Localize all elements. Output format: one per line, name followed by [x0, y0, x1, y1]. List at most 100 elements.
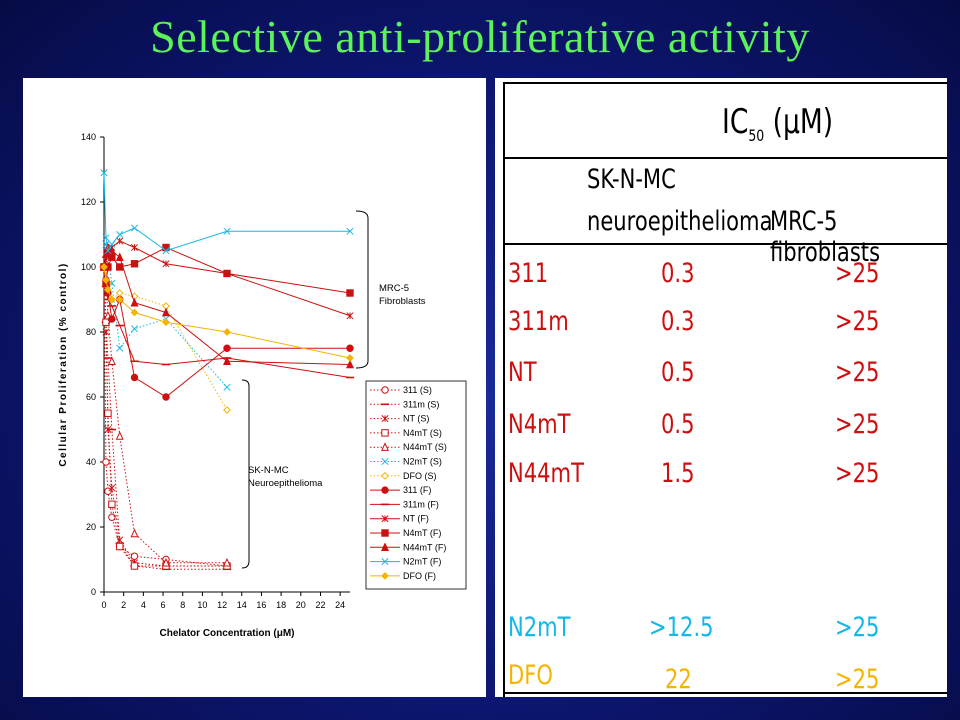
data-point	[116, 230, 124, 239]
x-tick-label: 12	[217, 600, 227, 610]
row-skn-value: >12.5	[649, 612, 714, 643]
data-point	[162, 307, 170, 317]
series-line	[103, 266, 351, 359]
data-point	[116, 542, 124, 551]
data-point	[108, 240, 116, 248]
data-point	[107, 356, 116, 365]
data-point	[102, 234, 110, 242]
data-point	[223, 557, 231, 567]
data-point	[162, 247, 170, 255]
data-point	[346, 227, 354, 235]
data-point	[223, 356, 231, 365]
row-name: 311	[508, 258, 549, 289]
sknmc-label-line: SK-N-MC	[248, 465, 289, 476]
series-line	[103, 172, 350, 253]
data-point	[223, 328, 231, 336]
x-tick-label: 16	[256, 600, 266, 610]
data-point	[130, 297, 139, 307]
data-point	[223, 406, 231, 414]
row-name: NT	[508, 357, 537, 388]
data-point	[130, 373, 139, 382]
table-border-bottom	[503, 692, 947, 694]
data-point	[346, 289, 354, 297]
y-tick-label: 120	[81, 197, 96, 207]
legend-label: N2mT (F)	[403, 557, 441, 567]
series-line	[103, 266, 228, 411]
data-point	[346, 359, 354, 369]
data-point	[104, 285, 112, 294]
data-point	[115, 295, 124, 304]
legend-marker	[381, 429, 389, 437]
data-point	[108, 484, 116, 492]
row-name: DFO	[508, 660, 553, 691]
y-tick-label: 80	[86, 327, 96, 337]
legend-label: N4mT (S)	[403, 428, 442, 438]
row-name: N44mT	[508, 458, 584, 489]
mrc5-label-line: MRC-5	[379, 283, 409, 294]
legend-item: 311 (F)	[370, 485, 431, 495]
row-skn-value: 0.5	[661, 357, 695, 388]
legend-marker	[381, 558, 389, 566]
legend-marker	[381, 442, 389, 451]
mrc5-label: MRC-5 Fibroblasts	[379, 283, 426, 307]
data-point	[130, 260, 139, 268]
legend-label: 311 (F)	[403, 485, 431, 495]
header-skn-line1: SK-N-MC	[587, 164, 676, 195]
row-skn-value: 22	[665, 664, 692, 695]
x-tick-label: 0	[101, 600, 106, 610]
data-point	[102, 276, 110, 284]
data-point	[223, 227, 231, 235]
legend-item: NT (F)	[370, 514, 429, 524]
sknmc-label-line: Neuroepithelioma	[248, 478, 323, 489]
row-skn-value: 1.5	[661, 458, 695, 489]
legend-marker	[381, 486, 389, 494]
y-tick-label: 60	[86, 392, 96, 402]
ic50-table-panel: IC50 (μM) SK-N-MC neuroepithelioma MRC-5…	[495, 78, 947, 697]
x-tick-label: 18	[276, 600, 286, 610]
legend-label: DFO (S)	[403, 471, 437, 481]
row-mrc-value: >25	[835, 612, 880, 643]
data-point	[108, 315, 116, 323]
row-mrc-value: >25	[835, 409, 880, 440]
legend-label: N2mT (S)	[403, 457, 442, 467]
row-mrc-value: >25	[835, 306, 880, 337]
table-border-left	[503, 82, 505, 697]
table-divider-2	[503, 243, 947, 245]
data-point	[130, 243, 139, 252]
slide-title: Selective anti-proliferative activity	[150, 11, 810, 62]
data-point	[130, 325, 139, 333]
series-line	[103, 266, 228, 567]
legend-item: 311m (S)	[370, 399, 439, 409]
data-point	[130, 562, 139, 570]
legend-label: N4mT (F)	[403, 528, 441, 538]
data-point	[102, 458, 110, 466]
header-skn-line2: neuroepithelioma	[587, 206, 773, 237]
legend-item: 311 (S)	[370, 385, 432, 395]
series-nt-f	[100, 237, 354, 320]
legend-item: 311m (F)	[370, 499, 439, 509]
data-point	[162, 557, 170, 567]
x-tick-label: 6	[161, 600, 166, 610]
data-point	[162, 260, 170, 268]
y-tick-label: 0	[91, 587, 96, 597]
data-point	[100, 263, 108, 271]
data-point	[130, 308, 139, 317]
legend-item: DFO (S)	[370, 471, 437, 481]
legend-item: N2mT (S)	[370, 457, 442, 467]
mrc5-bracket	[355, 210, 369, 369]
legend-item: N4mT (S)	[370, 428, 442, 438]
row-mrc-value: >25	[835, 458, 880, 489]
legend-item: DFO (F)	[370, 571, 436, 581]
row-mrc-value: >25	[835, 664, 880, 695]
data-point	[104, 247, 112, 255]
legend-label: NT (F)	[403, 514, 429, 524]
data-point	[107, 295, 116, 304]
sknmc-label: SK-N-MC Neuroepithelioma	[248, 465, 323, 489]
legend-item: N44mT (S)	[370, 442, 447, 452]
series-n4mt-f	[100, 243, 354, 297]
data-point	[116, 237, 124, 245]
data-point	[104, 425, 112, 434]
data-point	[108, 279, 116, 287]
y-axis-label: Cellular Proliferation (% control)	[58, 262, 69, 466]
